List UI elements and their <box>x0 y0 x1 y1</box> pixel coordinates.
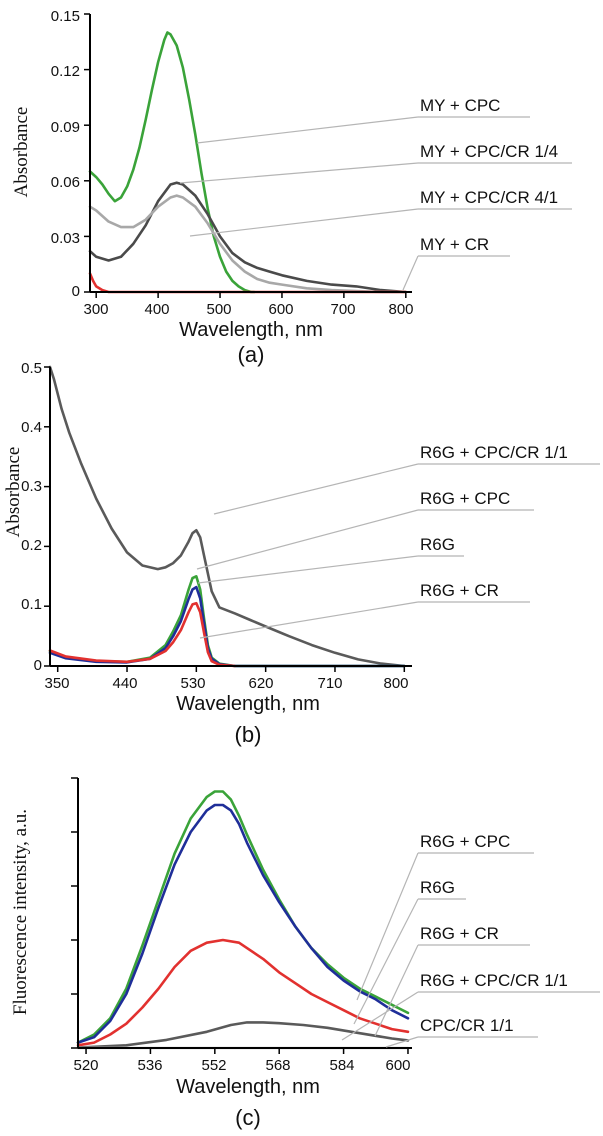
chart-a-panel-label: (a) <box>238 342 265 367</box>
chart-b-ytick-label: 0 <box>34 657 42 674</box>
chart-c-legend-leader <box>356 852 419 1001</box>
chart-a-legend-label: MY + CR <box>420 235 489 254</box>
chart-c-series-line-4 <box>76 1021 410 1049</box>
chart-a-series-line-4 <box>88 272 408 294</box>
chart-a-xtick-label: 700 <box>330 301 355 318</box>
chart-a-legend-label: MY + CPC <box>420 96 500 115</box>
chart-b-ytick-label: 0.2 <box>21 537 42 554</box>
chart-c-ticks <box>71 777 409 1054</box>
chart-c-legend-leader <box>341 991 419 1041</box>
chart-c-legend-leader <box>353 898 419 1025</box>
chart-a-ticks <box>84 13 407 298</box>
chart-c-series-line-2 <box>76 803 410 1044</box>
chart-b-series-group <box>48 365 406 668</box>
chart-a-legend-leader <box>179 162 419 184</box>
chart-b-series-line-1 <box>48 365 406 668</box>
chart-b-legend-label: R6G + CR <box>420 581 499 600</box>
chart-a-series-line-3 <box>88 194 408 294</box>
chart-panel-b: 0.5 0.4 0.3 0.2 0.1 0 350 440 530 620 71… <box>3 360 600 747</box>
chart-c-panel-label: (c) <box>235 1105 261 1130</box>
chart-a-xtick-label: 800 <box>388 301 413 318</box>
chart-a-ytick-label: 0.03 <box>51 230 80 247</box>
chart-b-series-line-4 <box>48 601 237 668</box>
chart-c-series-group <box>76 790 410 1050</box>
chart-b-series-line-3 <box>48 585 406 668</box>
chart-a-ytick-label: 0.06 <box>51 174 80 191</box>
chart-a-legend-label: MY + CPC/CR 1/4 <box>420 142 558 161</box>
chart-b-legend-label: R6G + CPC/CR 1/1 <box>420 443 568 462</box>
chart-c-xtick-label: 552 <box>201 1057 226 1074</box>
chart-a-ytick-label: 0.15 <box>51 8 80 25</box>
chart-b-x-axis-label: Wavelength, nm <box>176 693 320 715</box>
chart-c-legend-label: R6G + CR <box>420 924 499 943</box>
chart-a-legend-leader <box>402 255 419 291</box>
chart-a-ytick-label: 0.12 <box>51 63 80 80</box>
chart-a-series-line-2 <box>88 181 408 294</box>
chart-c-xtick-label: 584 <box>329 1057 354 1074</box>
chart-c-legend-label: R6G + CPC/CR 1/1 <box>420 971 568 990</box>
chart-a-legend-leader <box>189 208 419 237</box>
chart-panel-c: 520 536 552 568 584 600 Wavelength, nm (… <box>10 777 600 1130</box>
chart-b-ytick-label: 0.5 <box>21 360 42 377</box>
chart-b-panel-label: (b) <box>235 722 262 747</box>
chart-b-legend-label: R6G + CPC <box>420 489 510 508</box>
chart-c-x-axis-label: Wavelength, nm <box>176 1076 320 1098</box>
chart-c-legend-label: R6G <box>420 878 455 897</box>
chart-b-xtick-label: 530 <box>180 675 205 692</box>
chart-a-xtick-label: 300 <box>83 301 108 318</box>
chart-b-y-axis-label: Absorbance <box>3 447 24 538</box>
chart-a-ytick-label: 0.09 <box>51 119 80 136</box>
chart-b-xtick-label: 440 <box>112 675 137 692</box>
chart-b-ytick-label: 0.4 <box>21 419 42 436</box>
chart-c-xtick-label: 536 <box>137 1057 162 1074</box>
chart-a-series-group <box>88 31 408 294</box>
chart-c-xtick-label: 568 <box>265 1057 290 1074</box>
chart-b-legend-leader <box>196 509 419 570</box>
chart-a-xtick-label: 500 <box>206 301 231 318</box>
chart-c-legend-label: CPC/CR 1/1 <box>420 1016 514 1035</box>
chart-c-y-axis-label: Fluorescence intensity, a.u. <box>10 809 31 1015</box>
chart-b-series-line-2 <box>48 574 406 668</box>
chart-c-series-line-3 <box>76 938 410 1047</box>
chart-c-legend-label: R6G + CPC <box>420 832 510 851</box>
chart-b-legend-leader <box>197 555 419 584</box>
chart-a-series-line-1 <box>88 31 256 294</box>
chart-b-legend-label: R6G <box>420 535 455 554</box>
chart-panel-a: 0.15 0.12 0.09 0.06 0.03 0 300 400 500 6… <box>11 8 572 367</box>
chart-c-series-line-1 <box>76 790 410 1044</box>
chart-b-xtick-label: 710 <box>317 675 342 692</box>
chart-a-x-axis-label: Wavelength, nm <box>179 319 323 341</box>
chart-c-xtick-label: 600 <box>385 1057 410 1074</box>
chart-a-xtick-label: 400 <box>144 301 169 318</box>
chart-b-ytick-label: 0.1 <box>21 596 42 613</box>
chart-a-legend-leader <box>196 116 419 144</box>
chart-b-ytick-label: 0.3 <box>21 478 42 495</box>
chart-a-y-axis-label: Absorbance <box>11 107 32 198</box>
chart-c-legend-leader <box>374 944 419 1037</box>
chart-a-legend-label: MY + CPC/CR 4/1 <box>420 188 558 207</box>
chart-b-ticks <box>44 366 406 672</box>
chart-a-ytick-label: 0 <box>72 283 80 300</box>
chart-c-legend-leader <box>385 1036 419 1048</box>
chart-b-xtick-label: 620 <box>248 675 273 692</box>
chart-b-legend-leader <box>199 601 419 639</box>
chart-a-xtick-label: 600 <box>268 301 293 318</box>
chart-b-xtick-label: 350 <box>44 675 69 692</box>
chart-b-legend-leader <box>213 463 419 515</box>
chart-b-xtick-label: 800 <box>383 675 408 692</box>
chart-c-xtick-label: 520 <box>73 1057 98 1074</box>
